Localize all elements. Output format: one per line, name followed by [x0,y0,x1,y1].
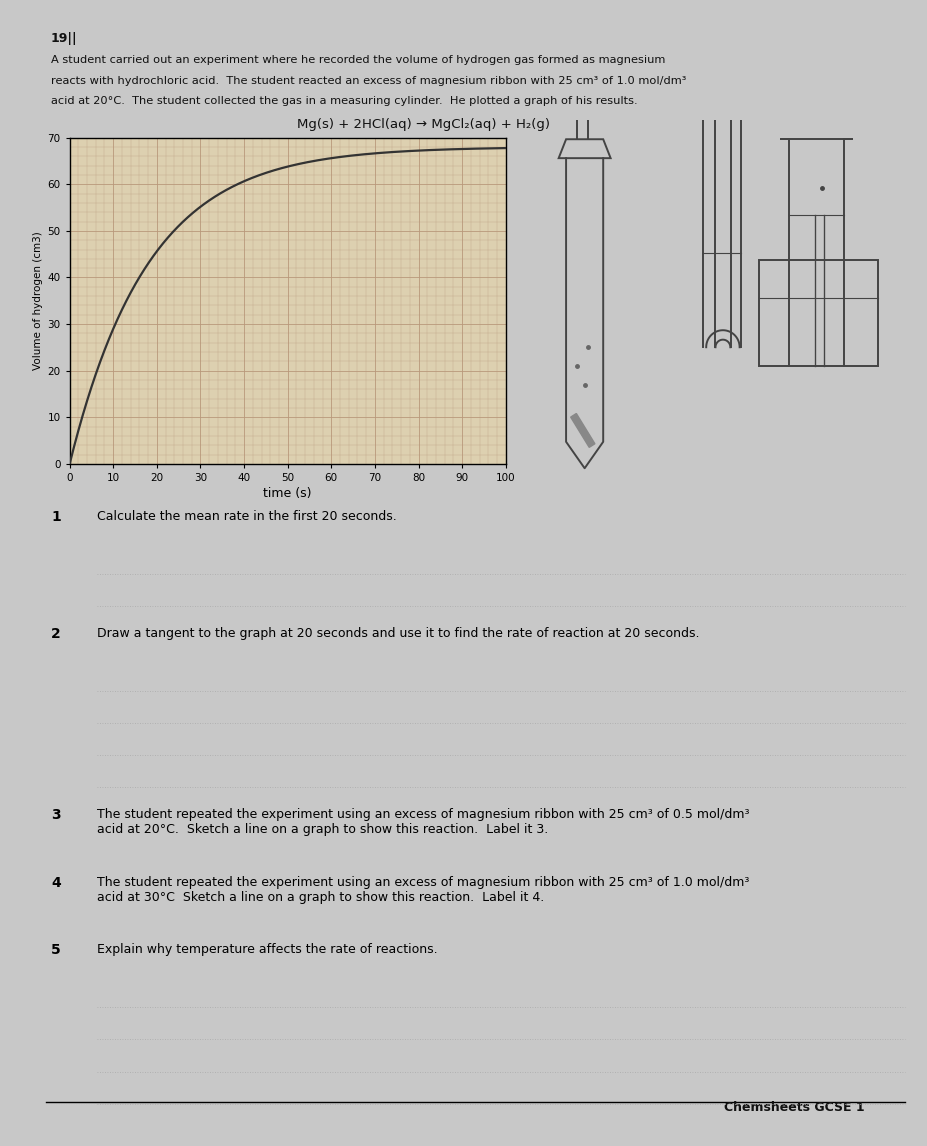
Text: The student repeated the experiment using an excess of magnesium ribbon with 25 : The student repeated the experiment usin… [97,808,749,835]
FancyArrow shape [570,414,594,447]
Text: 1: 1 [51,510,61,524]
Text: reacts with hydrochloric acid.  The student reacted an excess of magnesium ribbo: reacts with hydrochloric acid. The stude… [51,76,686,86]
Text: 5: 5 [51,943,61,957]
Bar [758,260,877,367]
X-axis label: time (s): time (s) [263,487,311,501]
Text: 4: 4 [51,876,61,889]
Text: 2: 2 [51,627,61,641]
Text: Mg(s) + 2HCl(aq) → MgCl₂(aq) + H₂(g): Mg(s) + 2HCl(aq) → MgCl₂(aq) + H₂(g) [297,118,550,131]
Text: The student repeated the experiment using an excess of magnesium ribbon with 25 : The student repeated the experiment usin… [97,876,749,903]
Text: 19||: 19|| [51,32,78,45]
Text: A student carried out an experiment where he recorded the volume of hydrogen gas: A student carried out an experiment wher… [51,55,665,65]
Y-axis label: Volume of hydrogen (cm3): Volume of hydrogen (cm3) [33,231,44,370]
Text: Calculate the mean rate in the first 20 seconds.: Calculate the mean rate in the first 20 … [97,510,397,523]
Text: Chemsheets GCSE 1: Chemsheets GCSE 1 [723,1101,864,1114]
Text: 3: 3 [51,808,60,822]
Text: Draw a tangent to the graph at 20 seconds and use it to find the rate of reactio: Draw a tangent to the graph at 20 second… [97,627,699,639]
Text: acid at 20°C.  The student collected the gas in a measuring cylinder.  He plotte: acid at 20°C. The student collected the … [51,96,637,107]
Text: Explain why temperature affects the rate of reactions.: Explain why temperature affects the rate… [97,943,438,956]
